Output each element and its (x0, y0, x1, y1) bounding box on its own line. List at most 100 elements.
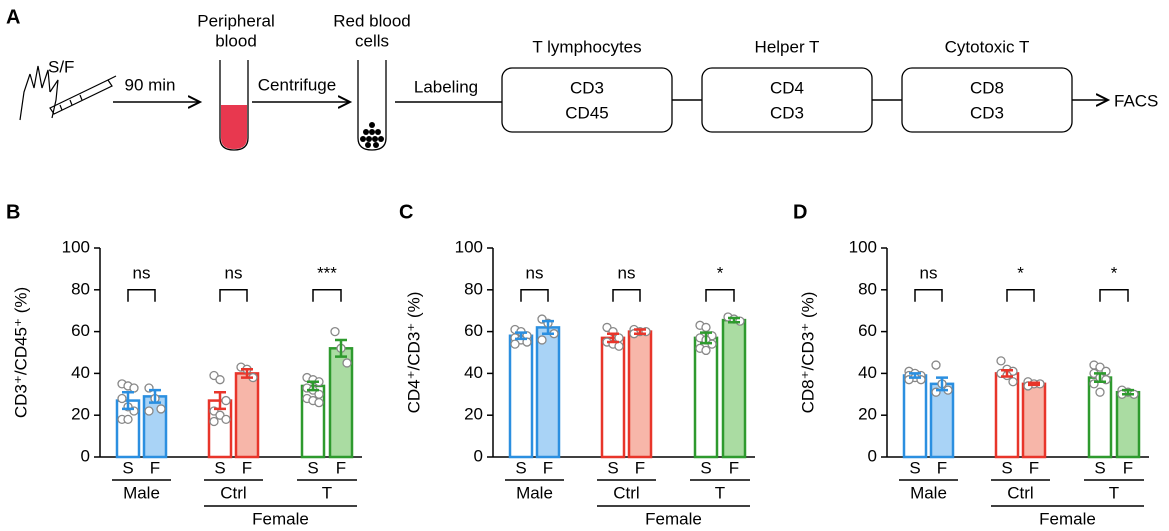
x-tick-label: F (729, 458, 739, 477)
bar (902, 374, 928, 459)
significance-bracket (705, 289, 735, 302)
significance-bracket (1099, 289, 1129, 302)
significance-label: ns (618, 263, 636, 282)
error-bar (728, 316, 740, 324)
x-tick-label: S (909, 458, 920, 477)
x-tick-label: S (122, 458, 133, 477)
x-tick-label: F (1029, 458, 1039, 477)
panel-a: A S/F 90 min Peripheral blood Centrifuge… (6, 6, 1158, 151)
error-bar (307, 380, 319, 392)
y-tick-label: 100 (849, 237, 877, 256)
significance-label: * (1111, 263, 1118, 282)
significance-label: * (1017, 263, 1024, 282)
box-line: CD8 (970, 78, 1004, 97)
significance-label: ns (526, 263, 544, 282)
y-tick-label: 80 (858, 279, 877, 298)
step-label: Centrifuge (258, 75, 336, 94)
y-tick-label: 0 (474, 446, 483, 465)
error-bar (214, 390, 226, 411)
y-tick-label: 60 (71, 321, 90, 340)
x-tick-label: S (1001, 458, 1012, 477)
error-bar (335, 338, 347, 358)
y-tick-label: 80 (464, 279, 483, 298)
data-point (221, 414, 231, 425)
tube (357, 60, 387, 151)
tube-label: Peripheral (197, 11, 275, 30)
error-bar (936, 376, 948, 392)
bar (535, 326, 561, 459)
panel-letter: A (6, 6, 20, 28)
bar (600, 336, 626, 459)
data-point (314, 389, 324, 399)
group-label: Ctrl (613, 483, 639, 502)
group-label: Male (910, 483, 947, 502)
data-point (215, 375, 225, 385)
tube-label: blood (215, 31, 257, 50)
cells (360, 122, 384, 148)
data-point (1008, 377, 1018, 387)
data-point (614, 341, 624, 351)
x-tick-label: F (150, 458, 160, 477)
y-tick-label: 80 (71, 279, 90, 298)
panel-letter: D (793, 201, 807, 223)
error-bar (1028, 381, 1040, 387)
error-bar (1001, 369, 1013, 378)
data-point (144, 406, 154, 416)
tube (219, 60, 249, 151)
step-label: Labeling (414, 77, 478, 96)
x-tick-label: S (1094, 458, 1105, 477)
data-point (996, 356, 1006, 366)
hand-label: S/F (48, 57, 74, 76)
significance-label: ns (225, 263, 243, 282)
y-tick-label: 0 (81, 446, 90, 465)
y-tick-label: 40 (858, 363, 877, 382)
panel-letter: C (399, 201, 413, 223)
group-label: T (322, 483, 332, 502)
box-line: CD3 (970, 103, 1004, 122)
data-point (931, 360, 941, 370)
y-tick-label: 40 (464, 363, 483, 382)
x-tick-label: S (307, 458, 318, 477)
y-axis-label: CD4⁺/CD3⁺ (%) (404, 292, 423, 414)
significance-bracket (612, 289, 641, 302)
y-tick-label: 60 (858, 321, 877, 340)
bar (508, 334, 534, 459)
group-label: T (715, 483, 725, 502)
panel-letter: B (6, 201, 20, 223)
y-tick-label: 0 (868, 446, 877, 465)
data-point (701, 345, 711, 356)
x-tick-label: F (336, 458, 346, 477)
x-tick-label: S (515, 458, 526, 477)
error-bar (542, 319, 554, 335)
data-point (701, 322, 711, 333)
error-bar (1094, 372, 1106, 384)
tube-label: Red blood (333, 11, 411, 30)
box-line: CD4 (770, 78, 804, 97)
significance-label: *** (317, 263, 337, 282)
group-label: Male (123, 483, 160, 502)
data-point (510, 339, 520, 349)
x-tick-label: F (937, 458, 947, 477)
error-bar (607, 332, 619, 344)
y-tick-label: 20 (464, 405, 483, 424)
significance-bracket (127, 289, 156, 302)
x-tick-label: S (607, 458, 618, 477)
group-label: Ctrl (1007, 483, 1033, 502)
super-group-label: Female (1039, 509, 1096, 528)
x-tick-label: S (214, 458, 225, 477)
error-bar (122, 390, 134, 411)
tube-label: cells (355, 31, 389, 50)
error-bar (1122, 388, 1134, 396)
significance-bracket (219, 289, 248, 302)
group-label: Ctrl (220, 483, 246, 502)
box-line: CD3 (770, 103, 804, 122)
significance-label: ns (920, 263, 938, 282)
super-group-label: Female (645, 509, 702, 528)
data-point (209, 416, 219, 427)
bar (1021, 382, 1047, 459)
group-label: Male (516, 483, 553, 502)
y-axis-label: CD3⁺/CD45⁺ (%) (11, 287, 30, 418)
group-label: T (1109, 483, 1119, 502)
